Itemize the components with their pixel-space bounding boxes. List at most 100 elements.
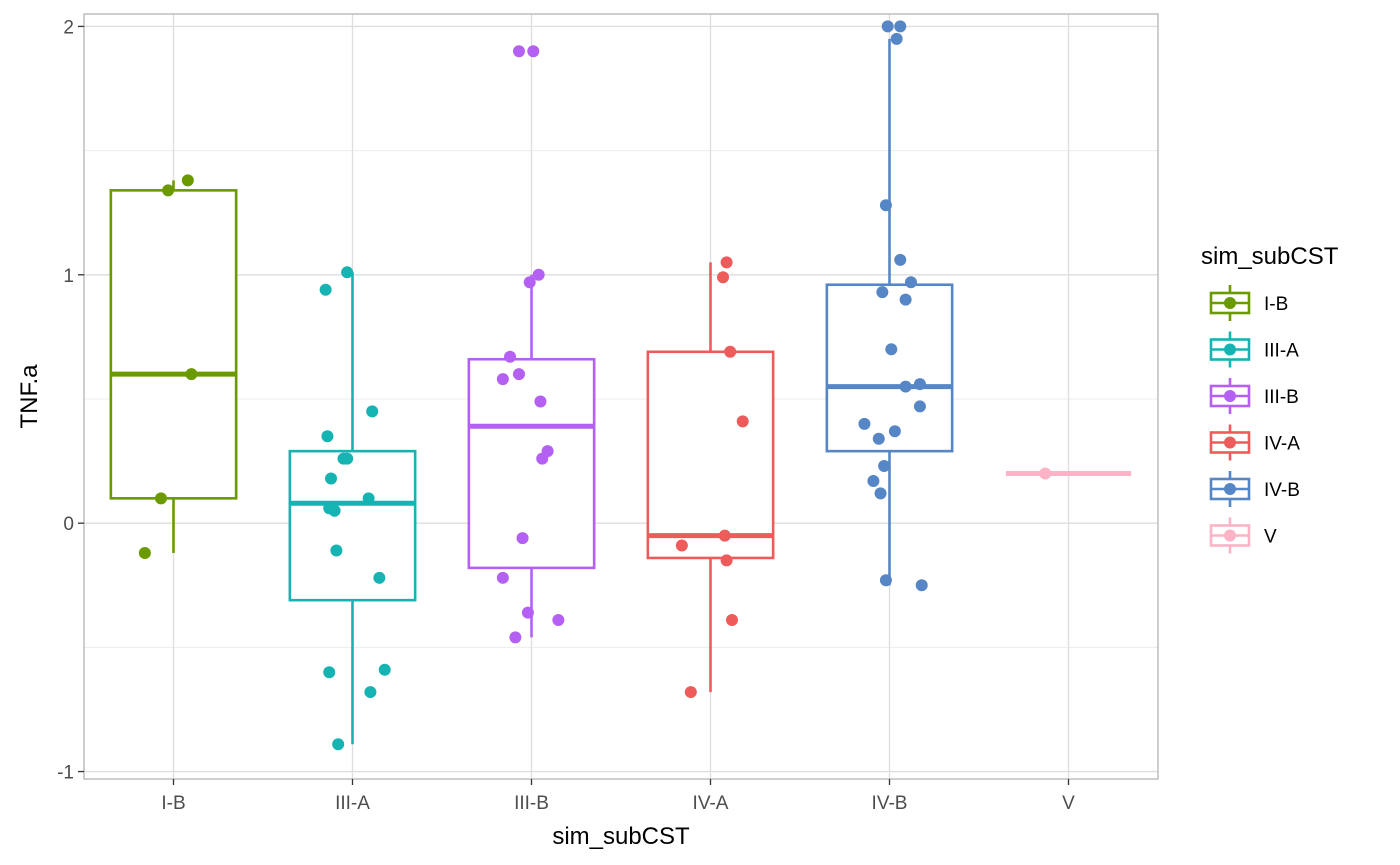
data-point: [894, 253, 907, 266]
data-point: [504, 350, 517, 363]
data-point: [684, 686, 697, 699]
data-point: [341, 266, 354, 279]
data-point: [874, 487, 887, 500]
legend-label: IV-B: [1264, 480, 1300, 501]
data-point: [323, 666, 336, 679]
legend-title: sim_subCST: [1201, 243, 1339, 270]
points-v: [1039, 467, 1052, 480]
legend-key-point: [1224, 297, 1236, 309]
data-point: [185, 368, 198, 381]
points-i-b: [138, 174, 198, 559]
points-iii-a: [319, 266, 391, 751]
data-point: [373, 571, 386, 584]
data-point: [332, 738, 345, 751]
data-point: [879, 199, 892, 212]
data-point: [899, 293, 912, 306]
x-tick-label: IV-A: [693, 793, 729, 814]
box-body: [109, 189, 238, 500]
points-iii-b: [496, 45, 565, 644]
data-point: [534, 395, 547, 408]
legend-label: III-A: [1264, 341, 1299, 362]
data-point: [725, 614, 738, 627]
box-iii-a: [288, 272, 417, 745]
panel-border: [83, 13, 1159, 780]
data-point: [904, 276, 917, 289]
data-point: [872, 432, 885, 445]
data-point: [325, 472, 338, 485]
box-body: [467, 357, 596, 570]
y-tick-label: 0: [63, 514, 74, 535]
data-point: [330, 544, 343, 557]
data-point: [523, 276, 536, 289]
legend-item-v: V: [1209, 517, 1277, 554]
x-tick-label: I-B: [161, 793, 185, 814]
data-point: [913, 400, 926, 413]
plot-series: [109, 20, 1132, 751]
data-point: [509, 631, 522, 644]
legend-item-iv-b: IV-B: [1209, 471, 1300, 507]
legend-key-point: [1224, 483, 1236, 495]
data-point: [720, 256, 733, 269]
data-point: [362, 492, 375, 505]
data-point: [328, 504, 341, 517]
data-point: [724, 345, 737, 358]
data-point: [512, 368, 525, 381]
data-point: [878, 460, 891, 473]
data-point: [881, 20, 894, 33]
data-point: [321, 430, 334, 443]
data-point: [890, 32, 903, 45]
legend-item-iii-b: III-B: [1209, 378, 1299, 414]
data-point: [512, 45, 525, 58]
data-point: [496, 571, 509, 584]
x-tick-label: V: [1062, 793, 1075, 814]
legend: sim_subCST I-B III-A III-B IV-A IV-B V: [1201, 243, 1339, 554]
x-tick-label: IV-B: [872, 793, 908, 814]
data-point: [516, 532, 529, 545]
data-point: [536, 452, 549, 465]
data-point: [858, 417, 871, 430]
grid-minor-lines: [84, 150, 1158, 648]
x-axis: I-B III-A III-B IV-A IV-B V: [161, 779, 1075, 814]
box-i-b: [109, 180, 238, 553]
data-point: [532, 268, 545, 281]
data-point: [527, 45, 540, 58]
y-tick-label: 2: [63, 17, 74, 38]
data-point: [718, 529, 731, 542]
y-tick-label: 1: [63, 266, 74, 287]
data-point: [894, 20, 907, 33]
x-tick-label: III-A: [335, 793, 370, 814]
legend-label: I-B: [1264, 294, 1288, 315]
data-point: [915, 579, 928, 592]
data-point: [1039, 467, 1052, 480]
data-point: [888, 425, 901, 438]
legend-key-point: [1224, 529, 1236, 542]
data-point: [876, 286, 889, 299]
box-iii-b: [467, 274, 596, 638]
y-axis: -1 0 1 2: [57, 17, 84, 784]
data-point: [913, 378, 926, 391]
data-point: [736, 415, 749, 428]
legend-key-point: [1224, 390, 1236, 402]
data-point: [867, 474, 880, 487]
legend-label: IV-A: [1264, 434, 1300, 455]
grid-major-lines: [84, 14, 1158, 779]
data-point: [319, 283, 332, 296]
box-iv-a: [646, 262, 775, 693]
data-point: [899, 380, 912, 393]
x-axis-title: sim_subCST: [552, 823, 690, 850]
points-iv-b: [858, 20, 928, 592]
data-point: [138, 546, 151, 559]
legend-item-iii-a: III-A: [1209, 331, 1299, 368]
data-point: [717, 271, 730, 284]
y-axis-title: TNF.a: [16, 364, 43, 429]
data-point: [552, 614, 565, 627]
data-point: [879, 574, 892, 587]
box-body: [646, 350, 775, 560]
legend-key-point: [1224, 436, 1236, 449]
points-iv-a: [675, 256, 749, 699]
x-tick-label: III-B: [514, 793, 549, 814]
legend-label: V: [1264, 527, 1277, 548]
data-point: [496, 373, 509, 386]
legend-key-point: [1224, 343, 1236, 356]
